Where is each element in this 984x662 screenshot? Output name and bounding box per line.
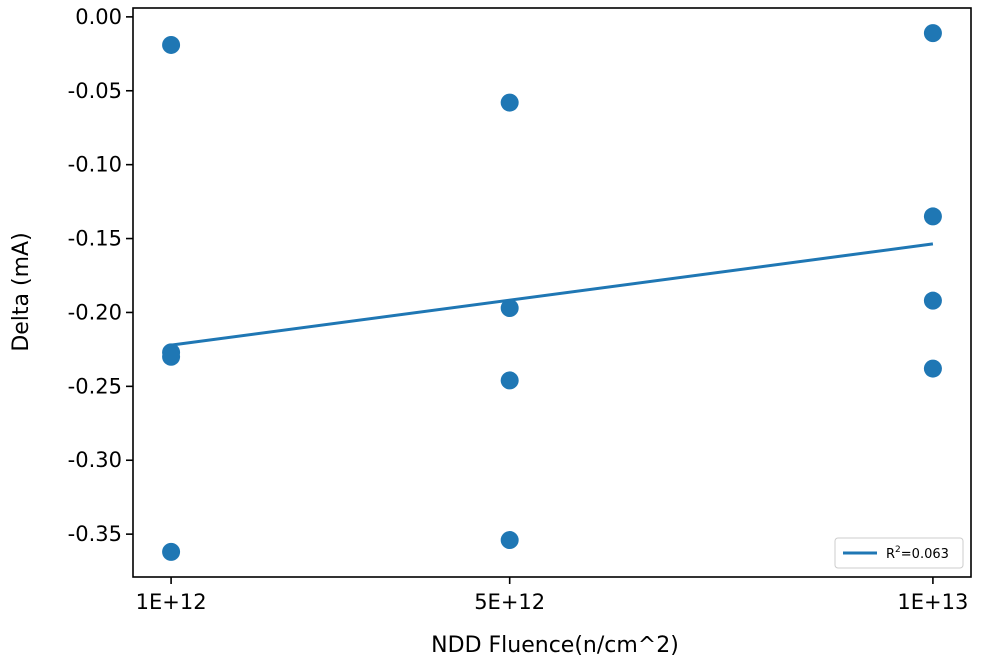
x-tick-label: 5E+12 [474,590,545,614]
y-tick-label: 0.00 [75,5,122,29]
y-axis-label: Delta (mA) [9,232,34,351]
legend-box [834,537,964,569]
trendline-layer [170,242,934,347]
data-point [923,24,942,43]
y-tick-label: -0.30 [68,448,122,472]
y-tick-label: -0.35 [68,522,122,546]
data-point [500,93,519,112]
data-point [500,531,519,550]
y-axis-ticks: 0.00 -0.05 -0.10 -0.15 -0.20 -0.25 -0.30 -0.35 [68,5,133,546]
trendline [170,242,934,347]
y-tick-label: -0.20 [68,300,122,324]
data-point [923,291,942,310]
data-point [500,299,519,318]
y-tick-label: -0.05 [68,79,122,103]
legend: R2=0.063 [834,537,964,569]
data-point [500,371,519,390]
x-tick-label: 1E+13 [897,590,968,614]
x-axis-ticks: 1E+12 5E+12 1E+13 [136,577,968,614]
data-point [162,347,181,366]
y-tick-label: -0.15 [68,227,122,251]
plot-frame [132,7,972,578]
data-point [923,207,942,226]
x-axis-label: NDD Fluence(n/cm^2) [431,633,679,658]
data-point [923,359,942,378]
data-point [162,542,181,561]
y-tick-label: -0.25 [68,374,122,398]
y-tick-label: -0.10 [68,153,122,177]
data-point [162,35,181,54]
data-points [162,24,942,561]
x-tick-label: 1E+12 [136,590,207,614]
legend-label: R2=0.063 [886,545,949,562]
